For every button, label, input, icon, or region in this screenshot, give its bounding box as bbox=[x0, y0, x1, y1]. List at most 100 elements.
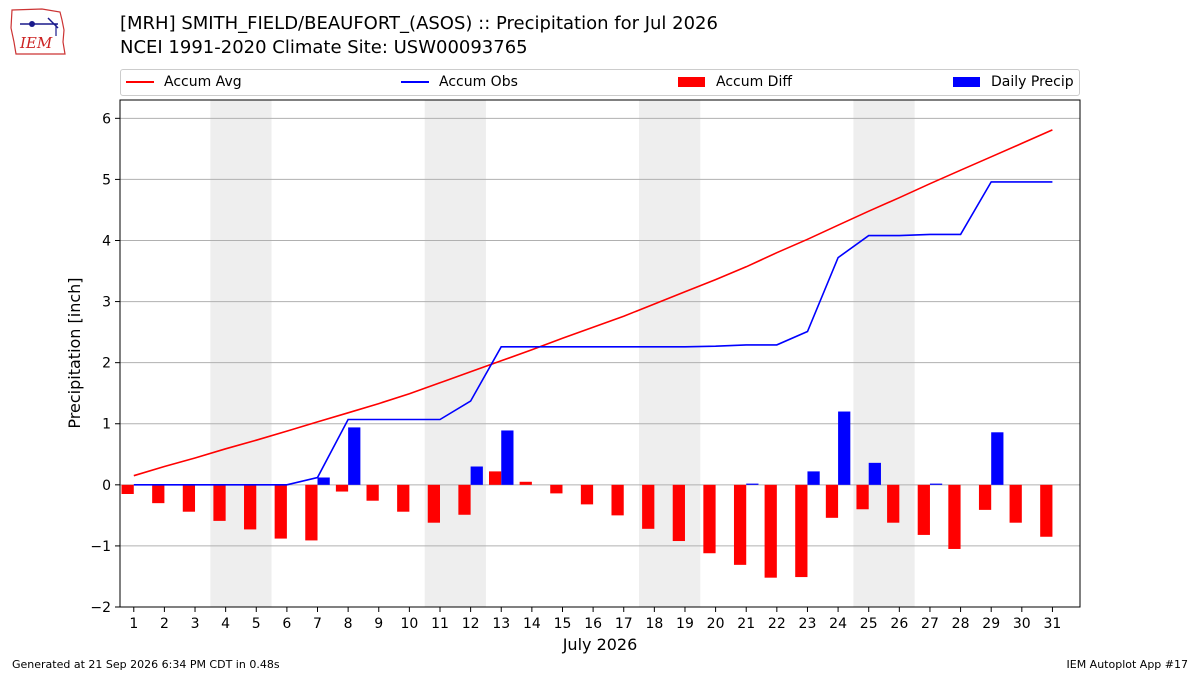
accum-diff-bar-day-28 bbox=[948, 484, 961, 549]
x-tick-label-day-12: 12 bbox=[462, 616, 480, 632]
x-tick-label-day-14: 14 bbox=[523, 616, 541, 632]
legend-label-accum-obs: Accum Obs bbox=[439, 74, 518, 90]
daily-precip-bar-day-24 bbox=[838, 411, 851, 485]
accum-diff-bar-day-20 bbox=[703, 484, 716, 554]
chart-subtitle: NCEI 1991-2020 Climate Site: USW00093765 bbox=[120, 37, 528, 58]
accum-diff-bar-day-1 bbox=[121, 484, 134, 494]
chart-legend: Accum Avg Accum Obs Accum Diff Daily Pre… bbox=[120, 69, 1080, 96]
accum-diff-bar-day-15 bbox=[550, 484, 563, 494]
x-tick-label-day-17: 17 bbox=[615, 616, 633, 632]
footer-app-label: IEM Autoplot App #17 bbox=[1066, 658, 1189, 671]
y-tick-label: 3 bbox=[102, 295, 111, 311]
accum-diff-bar-day-13 bbox=[488, 471, 502, 485]
logo-text: IEM bbox=[19, 34, 53, 52]
accum-diff-bar-day-11 bbox=[427, 484, 440, 523]
y-tick-label: 2 bbox=[102, 356, 111, 372]
accum-diff-bar-day-23 bbox=[795, 484, 808, 578]
legend-swatch-daily-precip bbox=[953, 77, 980, 87]
x-tick-label-day-4: 4 bbox=[221, 616, 230, 632]
x-axis-label: July 2026 bbox=[562, 635, 638, 654]
daily-precip-bar-day-12 bbox=[470, 466, 483, 485]
x-tick-label-day-9: 9 bbox=[374, 616, 383, 632]
x-tick-label-day-13: 13 bbox=[492, 616, 510, 632]
daily-precip-bar-day-23 bbox=[807, 471, 820, 485]
x-tick-label-day-8: 8 bbox=[344, 616, 353, 632]
y-tick-label: −2 bbox=[90, 600, 111, 616]
x-tick-label-day-15: 15 bbox=[554, 616, 572, 632]
weekend-shade-4 bbox=[853, 100, 915, 607]
daily-precip-bar-day-13 bbox=[501, 430, 514, 485]
legend-label-daily-precip: Daily Precip bbox=[991, 74, 1074, 90]
x-tick-label-day-21: 21 bbox=[737, 616, 755, 632]
legend-item-accum-diff: Accum Diff bbox=[678, 73, 792, 91]
legend-swatch-accum-obs bbox=[401, 81, 429, 83]
daily-precip-bar-day-29 bbox=[991, 432, 1004, 485]
x-tick-label-day-28: 28 bbox=[952, 616, 970, 632]
x-tick-label-day-18: 18 bbox=[645, 616, 663, 632]
x-tick-label-day-22: 22 bbox=[768, 616, 786, 632]
accum-diff-bar-day-27 bbox=[917, 484, 930, 535]
x-tick-label-day-26: 26 bbox=[890, 616, 908, 632]
x-tick-label-day-27: 27 bbox=[921, 616, 939, 632]
weekend-shade-1 bbox=[210, 100, 272, 607]
accum-diff-bar-day-21 bbox=[733, 484, 747, 565]
accum-diff-bar-day-2 bbox=[152, 484, 165, 504]
accum-diff-bar-day-19 bbox=[672, 484, 685, 542]
accum-diff-bar-day-16 bbox=[580, 484, 594, 505]
accum-diff-bar-day-5 bbox=[244, 484, 257, 530]
accum-diff-bar-day-18 bbox=[642, 484, 655, 529]
accum-diff-bar-day-6 bbox=[274, 484, 287, 539]
y-tick-label: 5 bbox=[102, 172, 111, 188]
accum-diff-bar-day-26 bbox=[887, 484, 900, 523]
accum-diff-bar-day-4 bbox=[213, 484, 226, 521]
daily-precip-bar-day-7 bbox=[317, 477, 330, 485]
weekend-shade-3 bbox=[639, 100, 701, 607]
legend-label-accum-diff: Accum Diff bbox=[716, 74, 793, 90]
accum-diff-bar-day-17 bbox=[611, 484, 624, 516]
legend-swatch-accum-avg bbox=[126, 81, 154, 83]
y-tick-label: 1 bbox=[102, 417, 111, 433]
x-tick-label-day-23: 23 bbox=[799, 616, 817, 632]
x-tick-label-day-5: 5 bbox=[252, 616, 261, 632]
accum-diff-bar-day-30 bbox=[1009, 484, 1022, 523]
y-tick-label: −1 bbox=[90, 539, 111, 555]
accum-diff-bar-day-22 bbox=[764, 484, 777, 578]
x-tick-label-day-10: 10 bbox=[400, 616, 418, 632]
legend-swatch-accum-diff bbox=[678, 77, 705, 87]
y-tick-label: 0 bbox=[102, 478, 111, 494]
accum-diff-bar-day-31 bbox=[1040, 484, 1053, 537]
x-tick-label-day-19: 19 bbox=[676, 616, 694, 632]
accum-diff-bar-day-3 bbox=[182, 484, 196, 512]
x-tick-label-day-1: 1 bbox=[129, 616, 138, 632]
accum-diff-bar-day-24 bbox=[825, 484, 839, 518]
footer-generated-text: Generated at 21 Sep 2026 6:34 PM CDT in … bbox=[12, 658, 280, 671]
x-tick-label-day-7: 7 bbox=[313, 616, 322, 632]
legend-item-accum-avg: Accum Avg bbox=[126, 73, 242, 91]
daily-precip-bar-day-25 bbox=[868, 462, 881, 485]
chart-title: [MRH] SMITH_FIELD/BEAUFORT_(ASOS) :: Pre… bbox=[120, 13, 718, 34]
accum-obs-line bbox=[133, 181, 1053, 486]
x-tick-label-day-20: 20 bbox=[707, 616, 725, 632]
legend-item-daily-precip: Daily Precip bbox=[953, 73, 1074, 91]
accum-avg-line bbox=[133, 129, 1053, 477]
iem-logo: IEM bbox=[10, 8, 66, 55]
accum-diff-bar-day-7 bbox=[305, 484, 318, 541]
y-tick-label: 6 bbox=[102, 111, 111, 127]
accum-diff-bar-day-29 bbox=[978, 484, 992, 510]
x-tick-label-day-11: 11 bbox=[431, 616, 449, 632]
accum-diff-bar-day-9 bbox=[366, 484, 379, 501]
accum-diff-bar-day-12 bbox=[458, 484, 471, 515]
legend-item-accum-obs: Accum Obs bbox=[401, 73, 518, 91]
weekend-shade-2 bbox=[424, 100, 486, 607]
accum-diff-bar-day-10 bbox=[397, 484, 410, 512]
x-tick-label-day-31: 31 bbox=[1044, 616, 1062, 632]
x-tick-label-day-25: 25 bbox=[860, 616, 878, 632]
x-tick-label-day-24: 24 bbox=[829, 616, 847, 632]
x-tick-label-day-2: 2 bbox=[160, 616, 169, 632]
accum-diff-bar-day-25 bbox=[856, 484, 869, 510]
y-tick-label: 4 bbox=[102, 233, 111, 249]
accum-diff-bar-day-14 bbox=[519, 481, 532, 485]
x-tick-label-day-6: 6 bbox=[282, 616, 291, 632]
x-tick-label-day-30: 30 bbox=[1013, 616, 1031, 632]
